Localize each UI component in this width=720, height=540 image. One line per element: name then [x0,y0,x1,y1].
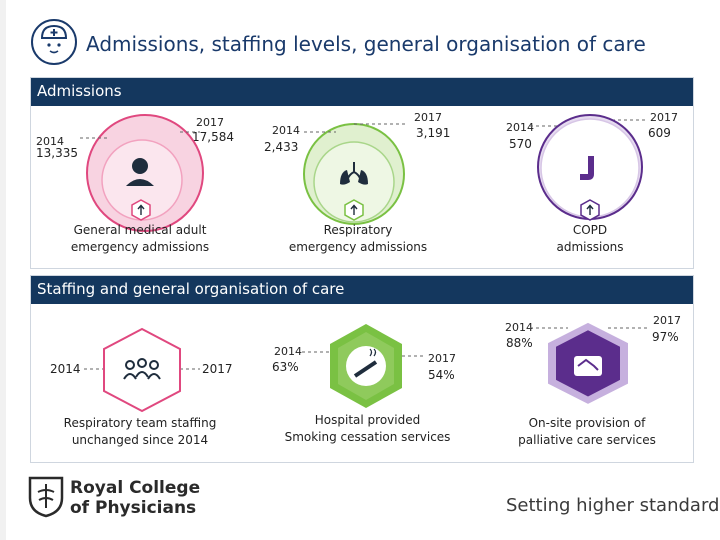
doctor-head-icon [31,19,77,65]
resp-2014-circle [313,141,395,223]
resp-comparison-graphic [303,123,408,225]
footer-tagline: Setting higher standards [506,495,720,516]
logo-line2: of Physicians [70,498,197,518]
cigarette-icon [353,348,378,378]
palliative-2017-value: 97% [652,330,679,344]
gm-comparison-graphic [80,114,204,232]
inhaler-shape [580,156,594,180]
smoking-caption-line2: Smoking cessation services [284,430,451,444]
copd-increase-icon [580,199,600,221]
team-2017-label: 2017 [202,362,233,376]
smoking-2014-label: 2014 [274,345,302,358]
resp-2017-value: 3,191 [416,126,451,140]
resp-caption: Respiratory emergency admissions [278,222,438,256]
team-graphic [84,327,200,413]
copd-caption-line2: admissions [556,240,624,254]
rcp-logo-text: Royal College of Physicians [70,478,200,518]
palliative-2014-value: 88% [506,336,533,350]
left-edge-strip [0,0,6,540]
palliative-caption-line1: On-site provision of [528,416,646,430]
admissions-heading-bar: Admissions [31,78,693,106]
gm-2014-label: 2014 [36,135,64,148]
copd-2014-label: 2014 [506,121,534,134]
resp-increase-icon [344,199,364,221]
gm-caption-line1: General medical adult [73,223,207,237]
gm-caption: General medical adult emergency admissio… [60,222,220,256]
team-caption-line2: unchanged since 2014 [71,433,209,447]
lung-left [340,170,350,185]
person-body [126,179,154,186]
team-icon [123,358,161,380]
copd-caption: COPD admissions [540,222,640,256]
team-2014-label: 2014 [50,362,81,376]
lung-right [358,170,368,185]
smoking-icon-bg [346,346,386,386]
copd-2017-label: 2017 [650,111,678,124]
gm-2017-label: 2017 [196,116,224,129]
palliative-2017-label: 2017 [653,314,681,327]
staffing-heading-bar: Staffing and general organisation of car… [31,276,693,304]
palliative-graphic [530,322,648,404]
team-caption-line1: Respiratory team staffing [63,416,217,430]
resp-caption-line2: emergency admissions [288,240,428,254]
logo-line1: Royal College [70,478,201,498]
palliative-caption: On-site provision of palliative care ser… [512,415,662,449]
staffing-heading: Staffing and general organisation of car… [37,280,345,298]
resp-2014-label: 2014 [272,124,300,137]
copd-caption-line1: COPD [572,223,608,237]
smoking-2017-value: 54% [428,368,455,382]
copd-comparison-graphic [530,114,646,220]
gm-2017-value: 17,584 [192,130,234,144]
gm-2017-ring [86,114,204,232]
copd-2017-value: 609 [648,126,671,140]
smoking-2014-value: 63% [272,360,299,374]
team-hexagon [103,327,181,413]
resp-2014-value: 2,433 [264,140,299,154]
copd-2014-value: 570 [509,137,532,151]
person-head [132,158,148,174]
smoking-caption-line1: Hospital provided [314,413,421,427]
gm-2014-value: 13,335 [36,146,78,160]
admissions-heading: Admissions [37,82,122,100]
smoking-graphic [302,324,424,408]
team-caption: Respiratory team staffing unchanged sinc… [60,415,220,449]
resp-caption-line1: Respiratory [323,223,393,237]
palliative-2014-label: 2014 [505,321,533,334]
smoking-2017-label: 2017 [428,352,456,365]
palliative-caption-line2: palliative care services [518,433,656,447]
handshake-icon [574,356,602,376]
page-title: Admissions, staffing levels, general org… [86,32,646,56]
gm-caption-line2: emergency admissions [70,240,210,254]
gm-increase-icon [131,199,151,221]
rcp-crest-logo [28,476,64,518]
resp-2017-label: 2017 [414,111,442,124]
smoking-caption: Hospital provided Smoking cessation serv… [280,412,455,446]
